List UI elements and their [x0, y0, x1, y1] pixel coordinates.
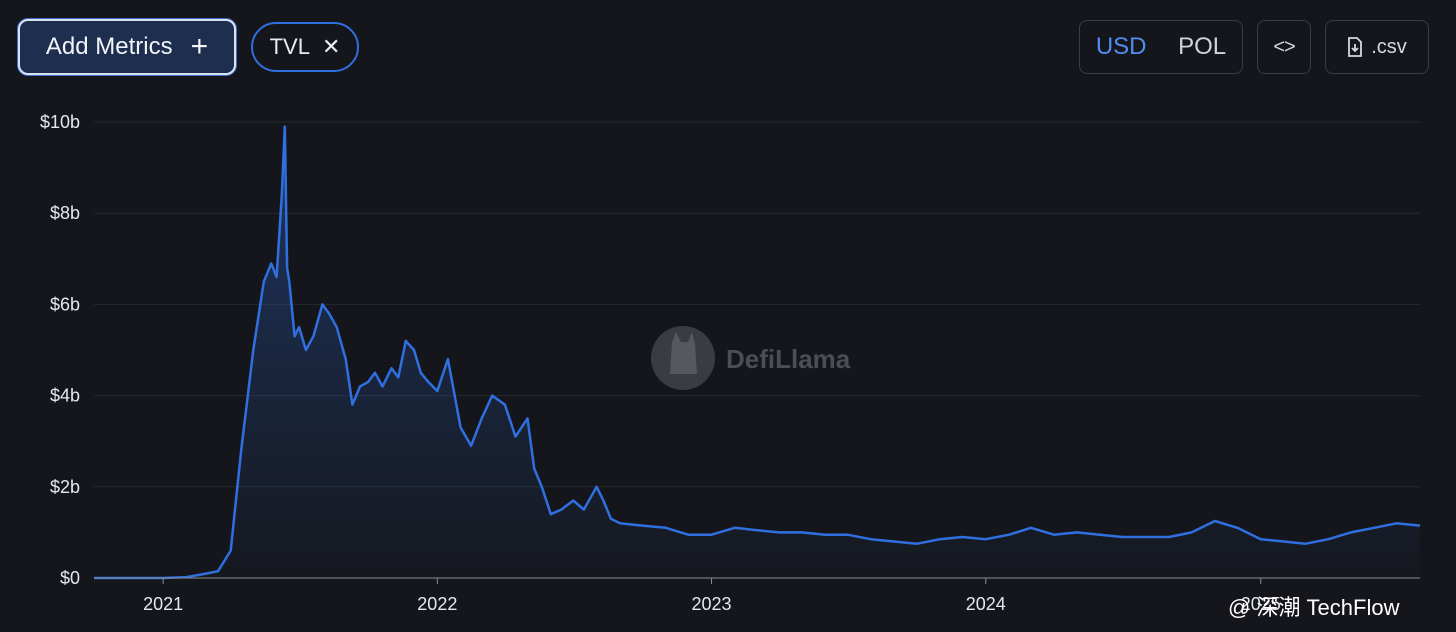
y-tick-label: $8b — [50, 203, 80, 223]
file-download-icon — [1348, 37, 1363, 57]
metric-chip-tvl[interactable]: TVL ✕ — [251, 22, 359, 72]
download-csv-button[interactable]: .csv — [1325, 20, 1429, 74]
plus-icon: + — [190, 30, 209, 63]
x-tick-label: 2022 — [417, 594, 457, 614]
add-metrics-button[interactable]: Add Metrics + — [18, 19, 236, 75]
y-tick-label: $0 — [60, 568, 80, 588]
x-tick-label: 2025 — [1241, 594, 1281, 614]
add-metrics-label: Add Metrics — [45, 33, 173, 60]
axes: $0 $2b $4b $6b $8b $10b 2021 2022 2023 2024 2025 — [40, 112, 1420, 614]
tvl-area — [94, 126, 1420, 578]
embed-button[interactable]: <> — [1257, 20, 1311, 74]
currency-toggle: USD POL — [1079, 20, 1243, 74]
y-tick-label: $10b — [40, 112, 80, 132]
watermark: DefiLlama — [651, 326, 851, 390]
csv-label: .csv — [1371, 35, 1407, 58]
tvl-series-line — [94, 125, 1421, 580]
currency-option-usd[interactable]: USD — [1095, 33, 1147, 60]
code-brackets-icon: <> — [1273, 35, 1295, 58]
currency-option-pol[interactable]: POL — [1178, 33, 1227, 60]
chart-toolbar: Add Metrics + TVL ✕ USD POL <> .csv — [0, 0, 1456, 92]
y-tick-label: $2b — [50, 477, 80, 497]
y-tick-label: $6b — [50, 294, 80, 314]
x-tick-label: 2023 — [692, 594, 732, 614]
close-icon[interactable]: ✕ — [321, 34, 341, 59]
y-tick-label: $4b — [50, 386, 80, 406]
tvl-chart: DefiLlama $0 $2b $4b $6b $8b $10b 2021 2022 2023… — [40, 112, 1421, 614]
source-credit: @ 深潮 TechFlow — [1228, 590, 1399, 622]
watermark-text: DefiLlama — [726, 344, 851, 374]
x-tick-label: 2024 — [966, 594, 1006, 614]
credit-text: @ 深潮 TechFlow — [1228, 595, 1400, 620]
metric-chip-label: TVL — [269, 34, 310, 59]
x-tick-label: 2021 — [143, 594, 183, 614]
